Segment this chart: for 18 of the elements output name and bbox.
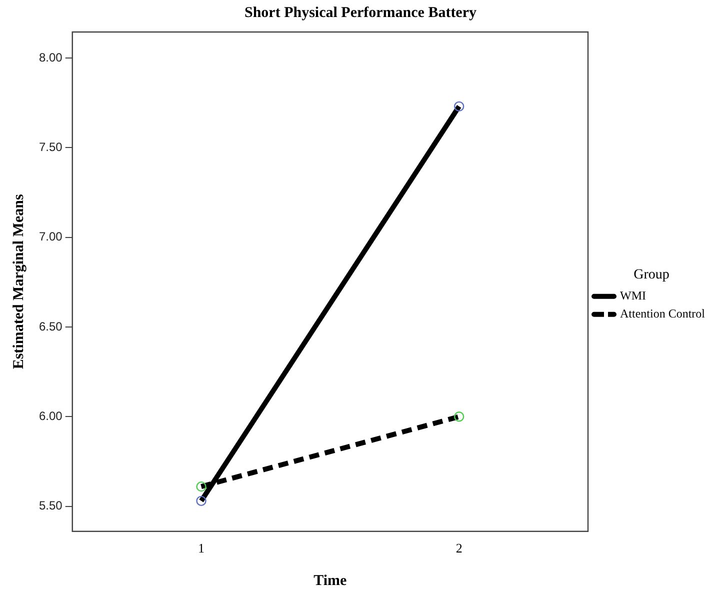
x-tick-label: 1: [198, 540, 205, 556]
y-axis-title: Estimated Marginal Means: [10, 194, 27, 370]
legend-title: Group: [634, 267, 670, 282]
point: [196, 481, 206, 492]
y-tick-label: 6.00: [38, 408, 63, 423]
point: [196, 496, 206, 506]
y-tick-label: 7.50: [38, 140, 63, 154]
y-tick-label: 7.00: [38, 230, 63, 244]
y-tick-label: 6.50: [38, 319, 63, 334]
x-tick-label: 2: [456, 540, 462, 556]
point: [454, 101, 464, 112]
point: [454, 412, 464, 422]
chart-title: Short Physical Performance Battery: [244, 4, 477, 21]
x-axis-title: Time: [314, 572, 348, 589]
y-tick-label: 5.50: [38, 498, 63, 513]
y-tick-label: 8.00: [38, 50, 63, 64]
legend-label: Attention Control: [620, 306, 706, 321]
legend-label: WMI: [620, 288, 646, 303]
